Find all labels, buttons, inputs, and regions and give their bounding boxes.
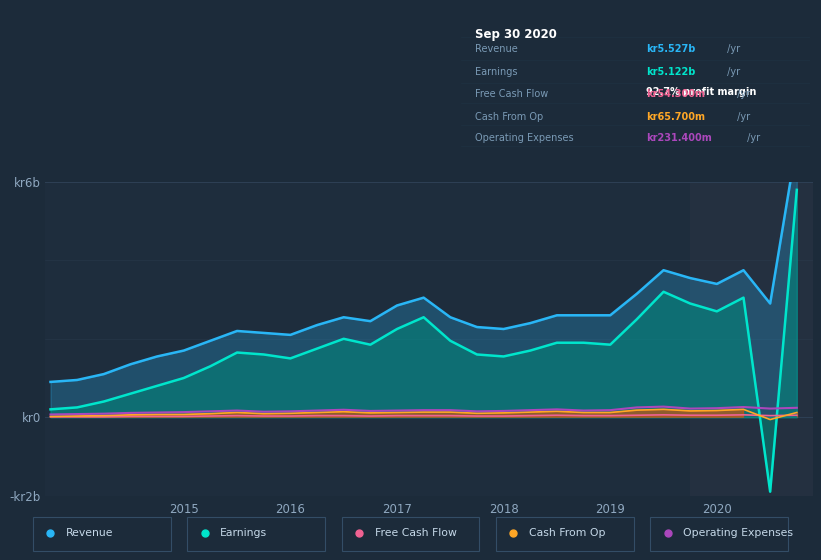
Text: Free Cash Flow: Free Cash Flow xyxy=(475,89,548,99)
Text: kr5.122b: kr5.122b xyxy=(646,67,695,77)
Text: kr5.527b: kr5.527b xyxy=(646,44,695,54)
Text: Revenue: Revenue xyxy=(475,44,518,54)
Text: Operating Expenses: Operating Expenses xyxy=(683,529,793,538)
Bar xyxy=(690,182,813,496)
Text: kr54.300m: kr54.300m xyxy=(646,89,705,99)
Text: /yr: /yr xyxy=(734,89,750,99)
Text: Revenue: Revenue xyxy=(66,529,113,538)
Text: /yr: /yr xyxy=(744,133,760,143)
Text: /yr: /yr xyxy=(724,44,741,54)
Text: kr65.700m: kr65.700m xyxy=(646,112,705,122)
Text: kr231.400m: kr231.400m xyxy=(646,133,712,143)
Text: Earnings: Earnings xyxy=(220,529,268,538)
Text: Cash From Op: Cash From Op xyxy=(475,112,544,122)
Text: 92.7% profit margin: 92.7% profit margin xyxy=(646,87,757,97)
Text: /yr: /yr xyxy=(734,112,750,122)
Text: Earnings: Earnings xyxy=(475,67,518,77)
Text: Free Cash Flow: Free Cash Flow xyxy=(374,529,456,538)
Text: Sep 30 2020: Sep 30 2020 xyxy=(475,27,557,40)
Text: /yr: /yr xyxy=(724,67,741,77)
Text: Cash From Op: Cash From Op xyxy=(529,529,605,538)
Text: Operating Expenses: Operating Expenses xyxy=(475,133,574,143)
